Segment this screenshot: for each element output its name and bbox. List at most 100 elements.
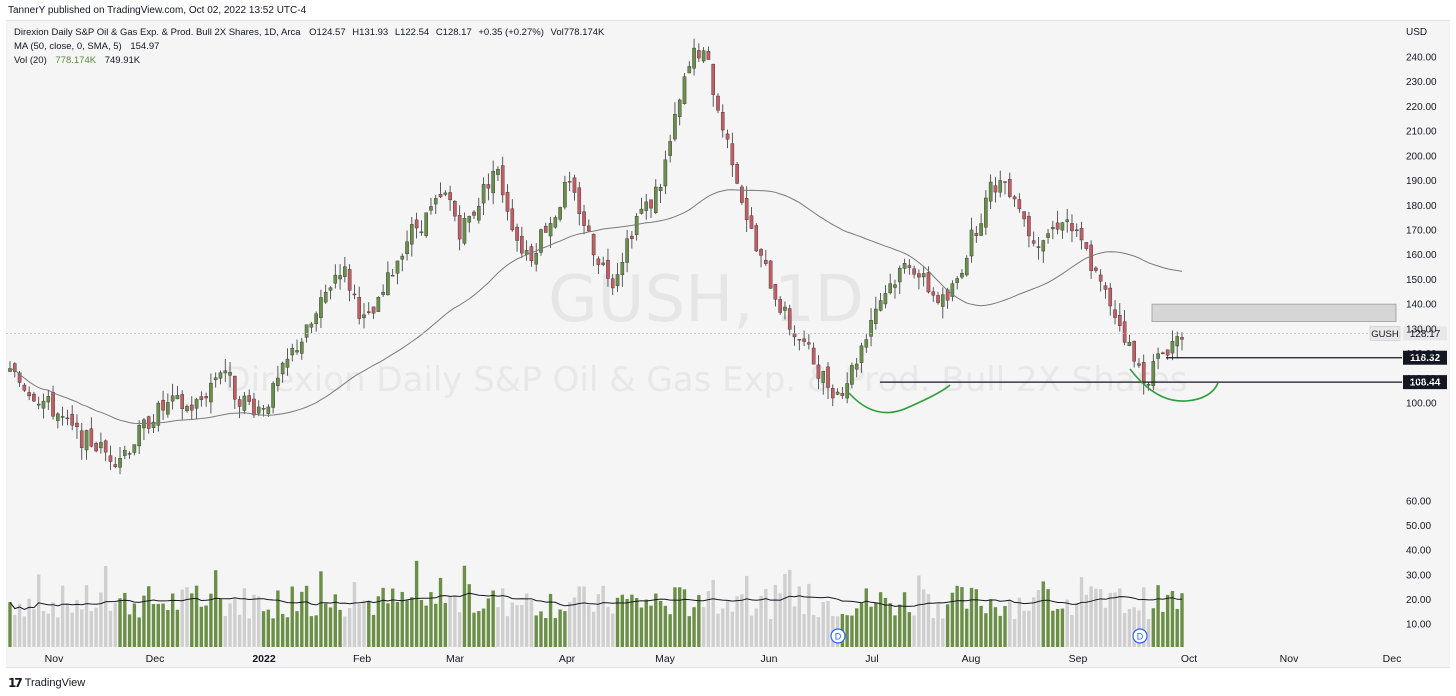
legend-volume: Vol778.174K <box>550 27 605 38</box>
volume-ma-line <box>9 592 1182 610</box>
volume-bar <box>907 612 912 647</box>
candle-body <box>261 408 266 410</box>
candle-body <box>921 273 926 278</box>
candle-body <box>137 424 141 447</box>
volume-bar <box>1046 589 1050 647</box>
price-tick-label: 170.00 <box>1406 226 1437 237</box>
candle-body <box>17 372 22 383</box>
candle-body <box>496 169 500 175</box>
candle-body <box>400 255 405 260</box>
candle-body <box>75 422 79 428</box>
candle-body <box>869 320 873 337</box>
volume-bar <box>94 607 98 647</box>
level-price-label: 118.32 <box>1410 353 1440 364</box>
volume-bar <box>768 618 773 647</box>
volume-bar <box>998 615 1002 647</box>
watermark-ticker: GUSH, 1D <box>548 263 864 337</box>
volume-bar <box>850 615 854 647</box>
x-axis-label: May <box>655 653 676 665</box>
price-tick-label: 220.00 <box>1406 102 1437 113</box>
candle-body <box>328 287 333 291</box>
candle-body <box>768 260 773 289</box>
volume-bar <box>156 603 160 647</box>
candle-body <box>945 289 950 301</box>
volume-bar <box>496 607 500 647</box>
candle-body <box>1118 314 1122 326</box>
candle-body <box>964 257 969 276</box>
candle-body <box>429 206 433 211</box>
volume-bar <box>448 596 452 647</box>
price-chart[interactable]: GUSH, 1D Direxion Daily S&P Oil & Gas Exp… <box>6 21 1450 667</box>
volume-bar <box>1060 608 1065 647</box>
volume-bar <box>1017 597 1022 647</box>
candle-body <box>807 342 811 345</box>
volume-bar <box>280 614 285 647</box>
candle-body <box>161 399 165 411</box>
candle-body <box>955 278 959 283</box>
candle-body <box>99 442 103 449</box>
volume-bar <box>80 609 84 647</box>
candle-body <box>271 383 275 408</box>
volume-bar <box>175 609 180 647</box>
candle-body <box>1017 199 1022 210</box>
volume-bar <box>539 611 543 647</box>
candle-body <box>8 368 12 372</box>
volume-bar <box>1170 591 1175 647</box>
volume-bar <box>209 593 213 647</box>
x-axis-label: Aug <box>962 653 981 665</box>
volume-bar <box>845 615 849 647</box>
candle-body <box>1046 233 1050 238</box>
volume-bar <box>912 615 916 647</box>
candle-body <box>180 394 185 409</box>
volume-bar <box>118 598 122 647</box>
legend-symbol: Direxion Daily S&P Oil & Gas Exp. & Prod… <box>14 27 301 38</box>
candle-body <box>209 382 213 403</box>
volume-bar <box>328 607 333 647</box>
candle-body <box>228 372 232 376</box>
candle-body <box>993 185 998 193</box>
volume-bar <box>969 587 974 647</box>
candle-body <box>582 211 586 226</box>
volume-bar <box>993 607 998 647</box>
volume-bar <box>965 608 969 647</box>
volume-tick-label: 40.00 <box>1406 546 1431 557</box>
volume-bar <box>1165 594 1170 647</box>
candle-body <box>897 267 902 283</box>
volume-bar <box>161 603 165 647</box>
volume-bar <box>223 616 227 647</box>
volume-bar <box>529 600 534 647</box>
volume-bar <box>855 608 859 647</box>
volume-bar <box>462 565 467 647</box>
legend-vol-value1: 778.174K <box>55 55 97 66</box>
volume-bar <box>371 614 376 647</box>
x-axis-label: Sep <box>1069 653 1088 665</box>
candle-body <box>1132 340 1136 362</box>
candle-body <box>1141 362 1146 384</box>
candle-body <box>347 269 352 291</box>
candle-body <box>132 444 137 453</box>
volume-bar <box>147 586 151 647</box>
legend-open: O124.57 <box>309 27 346 38</box>
candle-body <box>405 241 409 255</box>
volume-bar <box>1113 592 1117 647</box>
volume-bar <box>1180 593 1184 647</box>
chart-area[interactable]: GUSH, 1D Direxion Daily S&P Oil & Gas Exp… <box>6 20 1450 668</box>
volume-bar <box>773 584 778 647</box>
candle-body <box>811 347 816 365</box>
volume-bar <box>166 609 170 647</box>
candle-body <box>797 339 802 341</box>
candle-body <box>888 283 892 294</box>
candle-body <box>1094 267 1098 271</box>
volume-bar <box>716 613 720 647</box>
x-axis-label: Dec <box>146 653 165 665</box>
candle-body <box>653 186 658 213</box>
volume-bar <box>955 585 959 647</box>
candle-body <box>194 399 199 409</box>
published-text: TannerY published on TradingView.com, Oc… <box>8 5 307 16</box>
candle-body <box>1146 384 1151 386</box>
candle-body <box>701 50 706 62</box>
volume-bar <box>1094 588 1098 647</box>
tradingview-brand: 17 TradingView <box>8 675 85 691</box>
candle-body <box>740 186 744 203</box>
candle-body <box>534 253 539 265</box>
